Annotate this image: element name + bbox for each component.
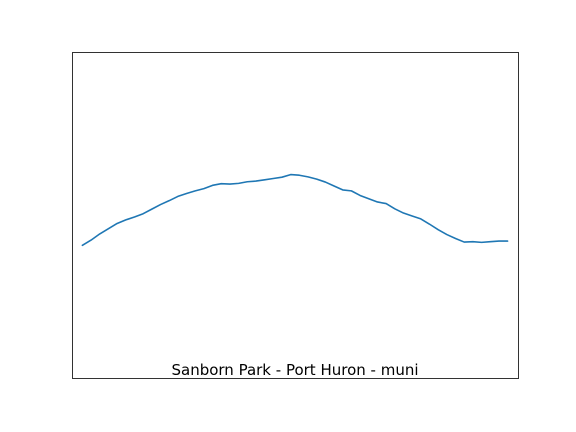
series-layer: [81, 173, 509, 247]
plot-area-frame: [72, 52, 519, 379]
chart-title: Sanborn Park - Port Huron - muni: [171, 361, 418, 379]
series-line-0: [81, 173, 509, 247]
